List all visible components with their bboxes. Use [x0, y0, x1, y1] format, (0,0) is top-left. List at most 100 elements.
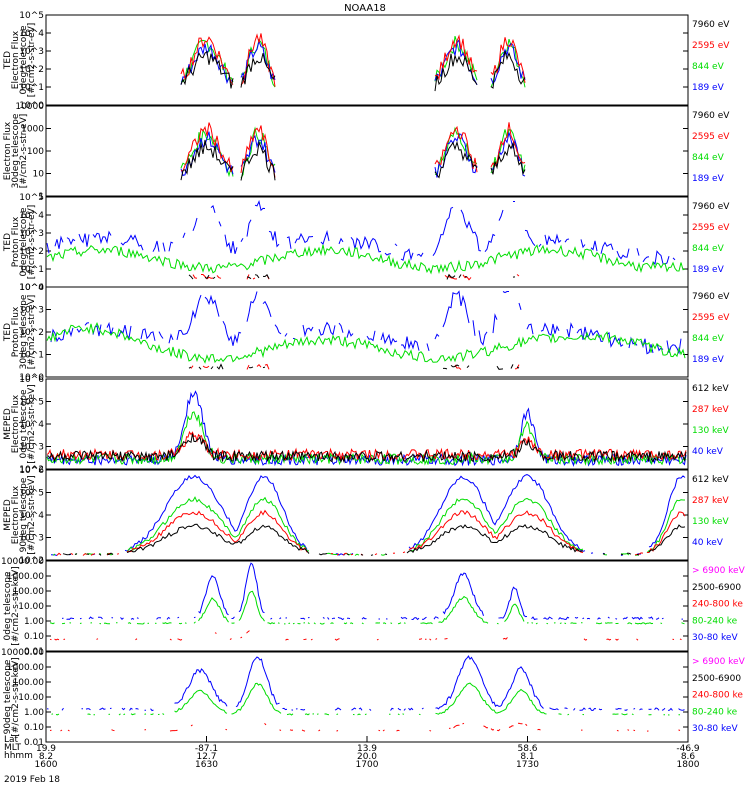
x-tick-lat: -87.1 — [195, 744, 218, 754]
y-tick-label: 1000.00 — [7, 663, 44, 673]
y-tick-label: 10^5 — [19, 11, 44, 21]
y-axis-label: MEPED — [3, 408, 13, 440]
legend-black: 7960 eV — [692, 111, 730, 121]
x-row-label: Lat — [4, 735, 19, 745]
legend-green: 844 eV — [692, 334, 725, 344]
x-row-label: hhmm — [4, 751, 33, 761]
y-tick-label: 100.00 — [13, 587, 45, 597]
y-tick-label: 10^2 — [19, 328, 44, 338]
series-black — [180, 50, 526, 92]
series-blue — [62, 563, 686, 619]
y-axis-label: Proton Flux — [11, 216, 21, 267]
legend-blue: 40 keV — [692, 447, 724, 457]
series-blue — [46, 390, 687, 467]
x-row-label: MLT — [4, 743, 22, 753]
panel-frame — [45, 105, 689, 197]
legend-blue: 40 keV — [692, 538, 724, 548]
y-tick-label: 10^5 — [19, 398, 44, 408]
series-green — [49, 590, 685, 625]
x-tick-lat: -46.9 — [676, 744, 700, 754]
y-tick-label: 10^5 — [19, 489, 44, 499]
panel-frame — [45, 14, 689, 106]
x-tick-mlt: 12.7 — [196, 752, 216, 762]
legend-red: 240-800 ke — [692, 600, 743, 610]
y-tick-label: 10000 — [15, 102, 44, 112]
x-tick-hhmm: 1800 — [677, 760, 700, 770]
y-tick-label: 10^5 — [19, 193, 44, 203]
series-red — [56, 509, 686, 556]
x-tick-mlt: 8.1 — [520, 752, 534, 762]
legend-red: 287 keV — [692, 496, 729, 506]
x-axis: LatMLThhmm19.98.21600-87.112.7163013.920… — [4, 735, 700, 785]
legend-red: 240-800 ke — [692, 691, 743, 701]
y-axis-label: [#/cm2-s-str-keV] — [11, 566, 21, 645]
y-axis-label: 0deg telescope — [19, 207, 29, 277]
y-axis-label: TED — [3, 233, 13, 252]
y-tick-label: 10000.00 — [1, 648, 44, 658]
series-green — [46, 321, 686, 364]
y-tick-label: 10^0 — [19, 283, 44, 293]
y-tick-label: 10^2 — [19, 465, 44, 475]
y-tick-label: 10^3 — [19, 534, 44, 544]
y-axis-label: 0deg telescope — [19, 389, 29, 459]
series-red — [190, 363, 520, 370]
legend-black: 2500-6900 — [692, 583, 741, 593]
legend-blue: 30-80 keV — [692, 724, 738, 734]
y-axis-label: Electron Flux — [11, 485, 21, 544]
y-axis-label: 0deg telescope — [3, 571, 13, 641]
y-tick-label: 1 — [38, 192, 44, 202]
y-tick-label: 10^3 — [19, 47, 44, 57]
legend-green: 844 eV — [692, 153, 725, 163]
legend-black: 612 keV — [692, 384, 729, 394]
y-tick-label: 10 — [33, 170, 45, 180]
y-tick-label: 10^3 — [19, 229, 44, 239]
legend-black: 7960 eV — [692, 292, 730, 302]
y-tick-label: 10^4 — [19, 511, 44, 521]
y-axis-label: [#/cm2-s-str-eV] — [27, 205, 37, 280]
series-black — [180, 139, 526, 181]
x-tick-lat: 58.6 — [517, 744, 537, 754]
series-blue — [180, 131, 526, 178]
legend-red: 2595 eV — [692, 41, 730, 51]
series-black — [46, 433, 687, 464]
panel-frame — [45, 560, 689, 652]
legend-magenta: > 6900 keV — [692, 566, 746, 576]
y-axis-label: Electron Flux — [11, 30, 21, 89]
x-tick-mlt: 8.6 — [681, 752, 696, 762]
series-green — [52, 496, 685, 556]
x-tick-hhmm: 1700 — [356, 760, 379, 770]
y-axis-label: Electron Flux — [11, 394, 21, 453]
y-tick-label: 100.00 — [13, 678, 45, 688]
panel-8: 0.01 0.10 1.00 10.00 100.00 1000.00 10000.0090… — [1, 648, 746, 748]
y-tick-label: 10000.00 — [1, 557, 44, 567]
y-axis-label: 90deg telescope — [19, 477, 29, 552]
legend-blue: 189 eV — [692, 174, 725, 184]
legend-red: 2595 eV — [692, 223, 730, 233]
y-tick-label: 10^4 — [19, 29, 44, 39]
y-tick-label: 1000 — [21, 125, 44, 135]
y-axis-label: TED — [3, 323, 13, 342]
y-tick-label: 10^2 — [19, 556, 44, 566]
series-red — [192, 274, 520, 281]
series-red — [46, 430, 687, 462]
legend-red: 287 keV — [692, 405, 729, 415]
y-tick-label: 0.01 — [24, 647, 44, 657]
legend-black: 2500-6900 — [692, 674, 741, 684]
series-green — [52, 683, 684, 715]
y-axis-label: [#/cm2-s-str-eV] — [27, 295, 37, 370]
legend-black: 7960 eV — [692, 20, 730, 30]
x-tick-hhmm: 1630 — [195, 760, 218, 770]
series-red — [50, 631, 686, 641]
y-tick-label: 1000.00 — [7, 572, 44, 582]
x-tick-hhmm: 1730 — [516, 760, 539, 770]
chart-title: NOAA18 — [344, 3, 386, 14]
y-tick-label: 10.00 — [18, 602, 44, 612]
legend-blue: 189 eV — [692, 355, 725, 365]
y-axis-label: 30deg telescope — [19, 294, 29, 369]
